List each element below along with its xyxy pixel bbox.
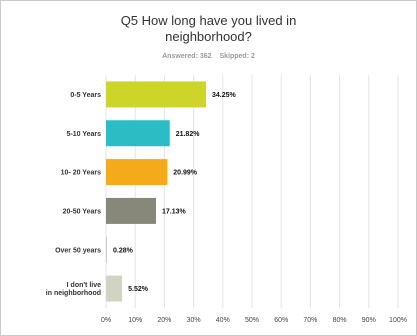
x-tick-label: 10% bbox=[128, 317, 142, 324]
value-label: 0.28% bbox=[113, 247, 134, 254]
category-label-line: 0-5 Years bbox=[70, 92, 101, 99]
x-tick-label: 80% bbox=[333, 317, 347, 324]
x-tick-label: 100% bbox=[389, 317, 407, 324]
x-tick-label: 30% bbox=[187, 317, 201, 324]
category-label: 5-10 Years bbox=[66, 131, 101, 138]
category-label: Over 50 years bbox=[55, 247, 101, 254]
value-label: 17.13% bbox=[162, 208, 187, 215]
bar bbox=[106, 159, 168, 186]
category-label: 10- 20 Years bbox=[61, 170, 101, 177]
question-number: Q5 bbox=[120, 13, 139, 28]
value-label: 20.99% bbox=[173, 170, 198, 177]
category-label: 20-50 Years bbox=[63, 208, 102, 215]
x-tick-label: 0% bbox=[101, 317, 111, 324]
category-label-line: Over 50 years bbox=[55, 247, 101, 254]
bar bbox=[106, 236, 107, 263]
category-label-line: in neighborhood bbox=[46, 290, 101, 297]
x-tick-label: 60% bbox=[274, 317, 288, 324]
x-tick-label: 90% bbox=[362, 317, 376, 324]
x-tick-label: 20% bbox=[157, 317, 171, 324]
value-label: 21.82% bbox=[176, 131, 201, 138]
skipped-count: Skipped: 2 bbox=[219, 53, 255, 60]
value-label: 5.52% bbox=[128, 286, 149, 293]
bar bbox=[106, 81, 207, 108]
category-label-line: I don't live bbox=[67, 282, 101, 289]
response-meta: Answered: 362 Skipped: 2 bbox=[1, 53, 416, 60]
category-label: I don't live in neighborhood bbox=[46, 282, 101, 297]
bar bbox=[106, 275, 123, 302]
bar bbox=[106, 197, 157, 224]
answered-count: Answered: 362 bbox=[162, 53, 212, 60]
value-label: 34.25% bbox=[212, 92, 237, 99]
x-tick-label: 40% bbox=[216, 317, 230, 324]
chart-title: Q5 How long have you lived in neighborho… bbox=[1, 13, 416, 45]
category-label-line: 10- 20 Years bbox=[61, 170, 101, 177]
category-label: 0-5 Years bbox=[70, 92, 101, 99]
question-text: How long have you lived in neighborhood? bbox=[141, 13, 297, 44]
category-label-line: 20-50 Years bbox=[63, 208, 102, 215]
x-tick-label: 70% bbox=[303, 317, 317, 324]
bar bbox=[106, 120, 170, 147]
x-tick-label: 50% bbox=[245, 317, 259, 324]
category-label-line: 5-10 Years bbox=[66, 131, 101, 138]
